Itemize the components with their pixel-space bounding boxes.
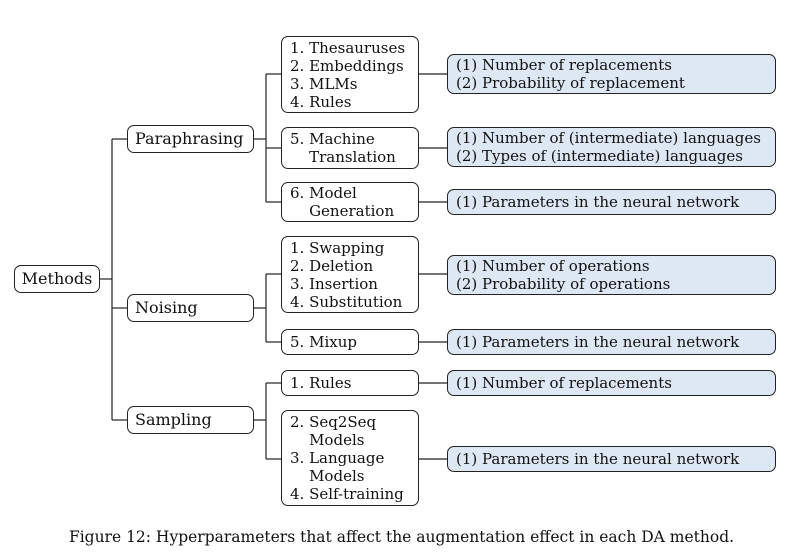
hyperparameter-line: (1) Number of replacements	[456, 374, 672, 392]
figure-caption: Figure 12: Hyperparameters that affect t…	[68, 528, 735, 546]
method-box-mixup: 5. Mixup	[281, 329, 419, 355]
hyperparameter-box-operations: (1) Number of operations (2) Probability…	[447, 255, 776, 295]
hyperparameter-box-replacement: (1) Number of replacements (2) Probabili…	[447, 54, 776, 94]
method-box-replacement: 1. Thesauruses 2. Embeddings 3. MLMs 4. …	[281, 36, 419, 113]
method-line: 2. Embeddings	[290, 56, 404, 75]
root-node-methods: Methods	[14, 265, 100, 293]
method-line: 5. Mixup	[290, 333, 357, 351]
method-line: 3. Insertion	[290, 274, 378, 293]
hyperparameter-box-neural-network: (1) Parameters in the neural network	[447, 329, 776, 355]
category-label: Sampling	[135, 410, 212, 429]
method-box-machine-translation: 5. Machine Translation	[281, 127, 419, 169]
method-line: 4. Self-training	[290, 485, 404, 503]
method-line: 1. Thesauruses	[290, 38, 406, 57]
method-line: Generation	[290, 202, 395, 220]
method-box-generative-sampling: 2. Seq2Seq Models 3. Language Models 4. …	[281, 410, 419, 506]
method-box-noising-operations: 1. Swapping 2. Deletion 3. Insertion 4. …	[281, 236, 419, 313]
category-node-sampling: Sampling	[127, 406, 254, 434]
method-line: 1. Rules	[290, 374, 352, 392]
hyperparameter-line: (1) Parameters in the neural network	[456, 193, 740, 211]
method-line: 2. Seq2Seq	[290, 413, 377, 431]
method-box-model-generation: 6. Model Generation	[281, 182, 419, 222]
hyperparameter-line: (2) Types of (intermediate) languages	[456, 147, 743, 165]
hyperparameter-box-neural-network: (1) Parameters in the neural network	[447, 189, 776, 215]
hyperparameter-line: (1) Number of (intermediate) languages	[456, 129, 761, 147]
hyperparameter-line: (1) Parameters in the neural network	[456, 333, 740, 351]
method-line: Models	[290, 431, 365, 449]
method-line: 4. Substitution	[290, 292, 403, 311]
hyperparameter-line: (1) Number of operations	[456, 257, 650, 275]
method-line: 4. Rules	[290, 92, 352, 111]
hyperparameter-box-replacements: (1) Number of replacements	[447, 370, 776, 396]
hyperparameter-line: (1) Parameters in the neural network	[456, 450, 740, 468]
method-line: 2. Deletion	[290, 256, 374, 275]
method-box-rules: 1. Rules	[281, 370, 419, 396]
method-line: 1. Swapping	[290, 238, 385, 257]
hyperparameter-line: (2) Probability of replacement	[456, 74, 685, 92]
method-line: Translation	[290, 148, 396, 166]
method-line: 6. Model	[290, 184, 357, 202]
hyperparameter-line: (1) Number of replacements	[456, 56, 672, 74]
category-label: Noising	[135, 298, 198, 317]
method-line: 5. Machine	[290, 130, 375, 148]
category-node-paraphrasing: Paraphrasing	[127, 125, 254, 153]
root-label: Methods	[21, 269, 93, 288]
method-line: 3. MLMs	[290, 74, 358, 93]
hyperparameter-line: (2) Probability of operations	[456, 275, 671, 293]
hyperparameter-box-languages: (1) Number of (intermediate) languages (…	[447, 127, 776, 167]
category-node-noising: Noising	[127, 294, 254, 322]
hyperparameter-box-neural-network: (1) Parameters in the neural network	[447, 446, 776, 472]
method-line: Models	[290, 467, 365, 485]
category-label: Paraphrasing	[135, 129, 244, 148]
method-line: 3. Language	[290, 449, 385, 467]
